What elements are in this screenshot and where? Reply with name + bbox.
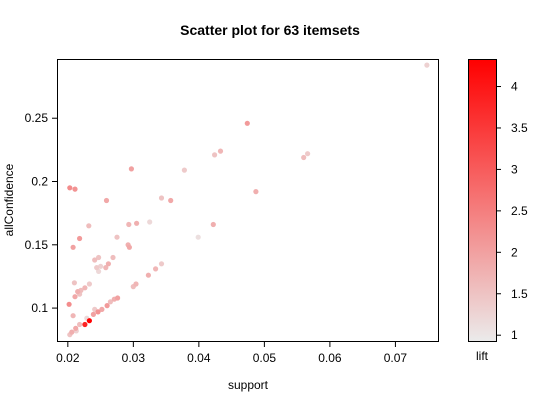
- color-legend-axis: 1 1.5 2 2.5 3 3.5 4: [496, 80, 528, 342]
- legend-tick-label: 3.5: [511, 121, 528, 135]
- scatter-point: [72, 294, 78, 300]
- scatter-point: [134, 220, 140, 226]
- scatter-point: [86, 223, 92, 229]
- scatter-point: [96, 254, 102, 261]
- x-tick-label: 0.05: [253, 351, 277, 365]
- x-axis-label: support: [228, 378, 269, 392]
- scatter-point: [67, 185, 73, 191]
- scatter-point: [145, 272, 151, 278]
- y-tick-label: 0.1: [31, 301, 48, 315]
- x-tick-label: 0.02: [56, 351, 80, 365]
- scatter-point: [86, 318, 92, 324]
- scatter-point: [70, 244, 76, 250]
- y-axis: 0.1 0.15 0.2 0.25: [25, 111, 58, 315]
- scatter-point: [90, 311, 96, 317]
- scatter-point: [110, 254, 116, 261]
- scatter-point: [424, 62, 430, 68]
- scatter-point: [158, 261, 165, 267]
- legend-tick-label: 1.5: [511, 287, 528, 301]
- scatter-point: [107, 299, 113, 305]
- scatter-point: [73, 325, 79, 331]
- scatter-point: [126, 221, 132, 228]
- legend-tick-label: 2: [511, 245, 518, 259]
- scatter-point: [217, 148, 224, 154]
- scatter-point: [158, 195, 165, 201]
- scatter-point: [115, 295, 121, 301]
- scatter-point: [77, 235, 83, 242]
- scatter-point: [69, 329, 75, 335]
- scatter-point: [301, 154, 307, 161]
- chart-title: Scatter plot for 63 itemsets: [180, 22, 360, 38]
- color-legend-title: lift: [476, 349, 489, 363]
- y-tick-label: 0.15: [25, 238, 49, 252]
- scatter-point: [86, 281, 92, 287]
- scatter-point: [99, 306, 105, 312]
- scatter-point: [70, 313, 76, 319]
- legend-tick-label: 3: [511, 162, 518, 176]
- scatter-point: [71, 280, 77, 286]
- legend-tick-label: 4: [511, 80, 518, 94]
- scatter-point: [210, 221, 216, 228]
- plot-frame: [57, 59, 439, 342]
- y-axis-label: allConfidence: [2, 163, 16, 236]
- scatter-point: [92, 257, 98, 263]
- scatter-point: [66, 301, 72, 307]
- scatter-point: [195, 234, 201, 240]
- scatter-point: [72, 186, 78, 192]
- legend-tick-label: 1: [511, 328, 518, 342]
- scatter-point: [103, 197, 110, 204]
- x-axis: 0.02 0.03 0.04 0.05 0.06 0.07: [56, 341, 407, 365]
- x-tick-label: 0.06: [318, 351, 342, 365]
- scatter-point: [95, 309, 101, 315]
- y-tick-label: 0.2: [31, 175, 48, 189]
- scatter-point: [105, 261, 111, 267]
- scatter-point: [82, 285, 88, 291]
- y-tick-label: 0.25: [25, 111, 49, 125]
- legend-tick-label: 2.5: [511, 204, 528, 218]
- scatter-point: [133, 281, 139, 287]
- scatter-point: [305, 151, 311, 157]
- x-tick-label: 0.03: [122, 351, 146, 365]
- scatter-point: [128, 166, 134, 172]
- scatter-point: [153, 266, 159, 272]
- x-tick-label: 0.07: [384, 351, 408, 365]
- scatter-point: [94, 265, 100, 271]
- scatter-point: [98, 263, 104, 269]
- scatter-point: [82, 321, 88, 328]
- scatter-point: [103, 265, 109, 271]
- color-legend-bar: [468, 59, 497, 342]
- scatter-point: [114, 234, 120, 240]
- scatter-point: [147, 219, 153, 225]
- scatter-point: [253, 189, 259, 195]
- scatter-point: [77, 321, 83, 328]
- scatter-point: [244, 120, 250, 126]
- points-layer: [66, 62, 430, 338]
- scatter-point: [104, 303, 110, 309]
- scatter-point: [75, 289, 81, 295]
- x-tick-label: 0.04: [187, 351, 211, 365]
- scatter-point: [126, 244, 132, 250]
- scatter-point: [212, 152, 218, 158]
- scatter-point: [181, 167, 187, 173]
- scatter-point: [168, 197, 174, 204]
